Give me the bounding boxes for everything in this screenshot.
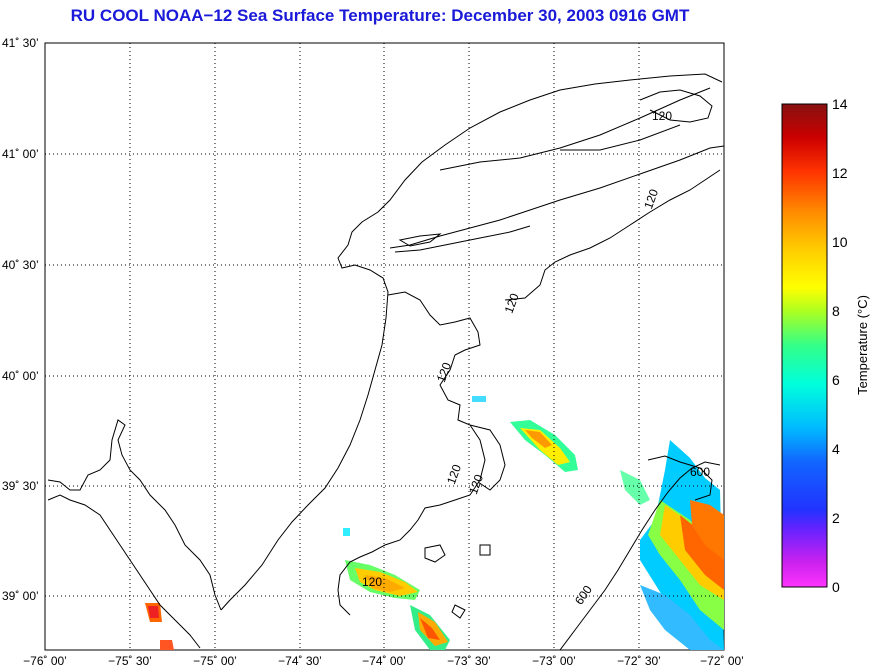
coastline xyxy=(47,73,724,649)
lon-label: −76˚ 00’ xyxy=(23,654,67,668)
contour-label: 120 xyxy=(466,472,486,496)
contour-label: 120 xyxy=(502,291,522,315)
longitude-labels: −76˚ 00’ −75˚ 30’ −75˚ 00’ −74˚ 30’ −74˚… xyxy=(23,654,744,668)
lat-label: 39˚ 30’ xyxy=(2,479,39,493)
latitude-labels: 41˚ 30’ 41˚ 00’ 40˚ 30’ 40˚ 00’ 39˚ 30’ … xyxy=(2,36,39,603)
lon-label: −73˚ 30’ xyxy=(447,654,491,668)
colorbar-scale xyxy=(781,103,828,588)
contour-label: 120 xyxy=(444,462,464,486)
contour-label: 120 xyxy=(641,187,661,211)
lon-label: −74˚ 00’ xyxy=(362,654,406,668)
lon-label: −72˚ 30’ xyxy=(617,654,661,668)
lon-label: −75˚ 30’ xyxy=(108,654,152,668)
contour-label: 600 xyxy=(690,465,710,479)
colorbar-tick-label: 12 xyxy=(832,165,848,181)
map-title: RU COOL NOAA−12 Sea Surface Temperature:… xyxy=(70,6,690,25)
colorbar-tick-label: 0 xyxy=(832,579,840,595)
contour-label: 120 xyxy=(362,575,382,589)
lat-label: 41˚ 30’ xyxy=(2,36,39,50)
lon-label: −72˚ 00’ xyxy=(700,654,744,668)
lat-label: 41˚ 00’ xyxy=(2,147,39,161)
lat-label: 40˚ 30’ xyxy=(2,258,39,272)
lat-label: 40˚ 00’ xyxy=(2,369,39,383)
colorbar-tick-label: 6 xyxy=(832,372,840,388)
colorbar-label: Temperature (°C) xyxy=(855,295,870,395)
lat-label: 39˚ 00’ xyxy=(2,589,39,603)
lon-label: −73˚ 00’ xyxy=(532,654,576,668)
colorbar-tick-label: 14 xyxy=(832,96,848,112)
map-frame xyxy=(44,42,725,651)
colorbar-tick-label: 10 xyxy=(832,234,848,250)
colorbar-tick-label: 4 xyxy=(832,441,840,457)
contour-label: 120 xyxy=(434,360,454,384)
lon-label: −75˚ 00’ xyxy=(193,654,237,668)
lon-label: −74˚ 30’ xyxy=(278,654,322,668)
isobaths xyxy=(337,89,721,650)
contour-labels: 120 120 120 120 120 120 120 600 600 xyxy=(362,109,710,607)
colorbar-tick-label: 2 xyxy=(832,510,840,526)
sst-data-layer xyxy=(145,396,724,650)
contour-label: 120 xyxy=(652,109,672,123)
colorbar-tick-label: 8 xyxy=(832,303,840,319)
colorbar-ticks: 0 2 4 6 8 10 12 14 xyxy=(832,96,848,595)
colorbar: 0 2 4 6 8 10 12 14 Temperature (°C) xyxy=(781,96,870,595)
